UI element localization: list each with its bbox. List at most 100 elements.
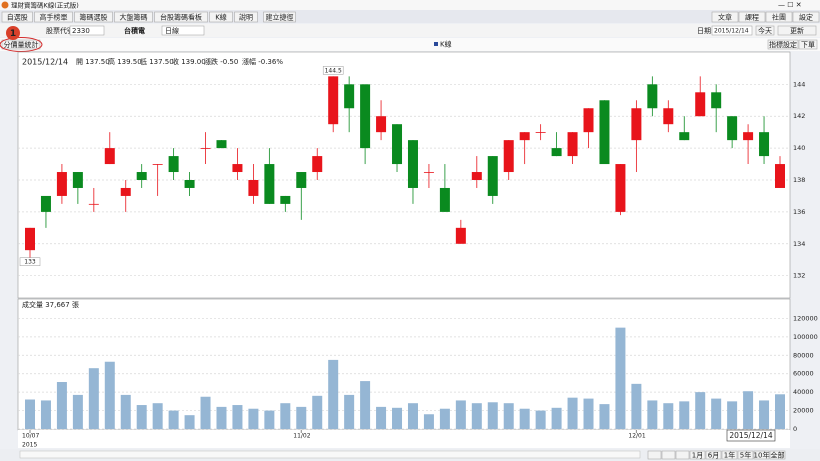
range-button[interactable]: 全部 bbox=[771, 451, 785, 460]
shortcut-button[interactable]: 建立捷徑 bbox=[266, 13, 294, 22]
range-button[interactable]: 10年 bbox=[754, 451, 770, 460]
candle-body bbox=[56, 172, 67, 196]
window-controls[interactable]: — ☐ ✕ bbox=[778, 1, 802, 9]
y-tick-label: 40000 bbox=[793, 388, 814, 396]
candle-body bbox=[711, 92, 722, 109]
volume-bar bbox=[599, 404, 610, 429]
y-tick-label: 140 bbox=[793, 144, 805, 152]
candle-body bbox=[312, 156, 323, 173]
menu-tab[interactable]: 台股籌碼看板 bbox=[160, 13, 202, 22]
zoom-button[interactable] bbox=[675, 450, 690, 460]
candle-body bbox=[775, 164, 785, 188]
date-input[interactable] bbox=[711, 25, 753, 36]
menu-right-button[interactable]: 設定 bbox=[799, 13, 813, 22]
candle-body bbox=[471, 172, 482, 180]
today-button[interactable]: 今天 bbox=[758, 26, 772, 35]
menu-tab[interactable]: K線 bbox=[215, 13, 227, 22]
volume-bar bbox=[695, 392, 706, 429]
volume-bar bbox=[647, 400, 658, 429]
menu-tab[interactable]: 高手榜單 bbox=[40, 13, 68, 22]
menu-tab[interactable]: 說明 bbox=[239, 13, 253, 22]
menu-right-button[interactable]: 社團 bbox=[772, 13, 786, 22]
price-panel bbox=[17, 51, 791, 299]
candle-body bbox=[25, 227, 35, 251]
candle-body bbox=[647, 84, 658, 109]
code-input[interactable] bbox=[69, 25, 105, 36]
y-tick-label: 60000 bbox=[793, 370, 814, 378]
date-value[interactable]: 2015/12/14 bbox=[714, 28, 749, 35]
refresh-button-bg[interactable] bbox=[777, 25, 817, 36]
menu-tab[interactable]: 自選股 bbox=[7, 13, 28, 22]
menu-tab-bg[interactable] bbox=[154, 11, 208, 23]
range-button-bg[interactable] bbox=[705, 450, 722, 460]
volume-bar bbox=[312, 395, 323, 429]
menu-right-button[interactable]: 文章 bbox=[718, 13, 732, 22]
menu-tab[interactable]: 大盤籌碼 bbox=[120, 13, 148, 22]
volume-bar bbox=[296, 406, 307, 429]
range-button[interactable]: 5年 bbox=[740, 451, 751, 460]
volume-bar bbox=[360, 381, 371, 429]
menu-tab[interactable]: 籌碼選股 bbox=[80, 13, 108, 22]
volume-bar bbox=[40, 400, 51, 429]
menu-tab-bg[interactable] bbox=[74, 11, 113, 23]
menu-right-button[interactable]: 課程 bbox=[745, 13, 759, 22]
candle-body bbox=[248, 180, 259, 196]
scrollbar[interactable] bbox=[19, 450, 641, 459]
range-button[interactable]: 1年 bbox=[724, 451, 735, 460]
price-volume-button[interactable]: 分價量統計 bbox=[4, 40, 39, 49]
volume-bar bbox=[88, 368, 99, 429]
candle-body bbox=[439, 187, 450, 212]
legend-label: K線 bbox=[440, 40, 452, 49]
zoom-button[interactable] bbox=[661, 450, 676, 460]
extreme-tag: 144.5 bbox=[325, 67, 342, 74]
range-button-bg[interactable] bbox=[737, 450, 754, 460]
candle-body bbox=[615, 164, 626, 212]
volume-bar bbox=[775, 394, 785, 429]
callout-ring bbox=[0, 37, 43, 52]
menu-right-button-bg[interactable] bbox=[711, 11, 739, 23]
period-select[interactable] bbox=[161, 25, 205, 36]
menu-tab-bg[interactable] bbox=[209, 11, 233, 23]
y-tick-label: 100000 bbox=[793, 333, 818, 341]
indicator-button-bg[interactable] bbox=[767, 39, 799, 50]
refresh-button[interactable]: 更新 bbox=[790, 26, 804, 35]
volume-bar bbox=[232, 405, 243, 429]
candle-body bbox=[695, 92, 706, 117]
menu-right-button-bg[interactable] bbox=[792, 11, 820, 23]
volume-bar bbox=[567, 397, 578, 429]
shortcut-button-bg[interactable] bbox=[263, 11, 296, 23]
candle-body bbox=[423, 172, 434, 173]
range-button[interactable]: 6月 bbox=[708, 452, 719, 460]
range-button-bg[interactable] bbox=[769, 450, 786, 460]
range-button-bg[interactable] bbox=[753, 450, 770, 460]
order-button[interactable]: 下單 bbox=[801, 41, 815, 49]
range-button[interactable]: 1月 bbox=[692, 452, 703, 460]
menu-tab-bg[interactable] bbox=[234, 11, 258, 23]
menu-right-button-bg[interactable] bbox=[765, 11, 793, 23]
menu-tab-bg[interactable] bbox=[1, 11, 33, 23]
candle-body bbox=[455, 227, 466, 244]
period[interactable]: 日線 bbox=[165, 26, 179, 35]
change: 漲跌 -0.50 bbox=[204, 57, 238, 66]
today-button-bg[interactable] bbox=[755, 25, 775, 36]
code-value[interactable]: 2330 bbox=[72, 27, 90, 35]
volume-bar bbox=[216, 406, 227, 429]
price-volume-button-bg[interactable] bbox=[1, 39, 41, 50]
candle-body bbox=[360, 84, 371, 149]
volume-bar bbox=[168, 410, 179, 429]
extreme-tag: 133 bbox=[24, 259, 36, 266]
cursor-tag-bg bbox=[726, 429, 776, 442]
range-button-bg[interactable] bbox=[721, 450, 738, 460]
order-button-bg[interactable] bbox=[798, 39, 818, 50]
menu-tab-bg[interactable] bbox=[34, 11, 73, 23]
menu-tab-bg[interactable] bbox=[114, 11, 153, 23]
y-tick-label: 142 bbox=[793, 112, 805, 120]
range-button-bg[interactable] bbox=[689, 450, 706, 460]
candle-body bbox=[40, 195, 51, 212]
callout-number: 1 bbox=[10, 29, 16, 39]
menu-right-button-bg[interactable] bbox=[738, 11, 766, 23]
candle-body bbox=[376, 116, 387, 133]
extreme-tag-bg bbox=[322, 66, 344, 75]
indicator-button[interactable]: 指標設定 bbox=[769, 40, 797, 49]
zoom-button[interactable] bbox=[647, 450, 662, 460]
